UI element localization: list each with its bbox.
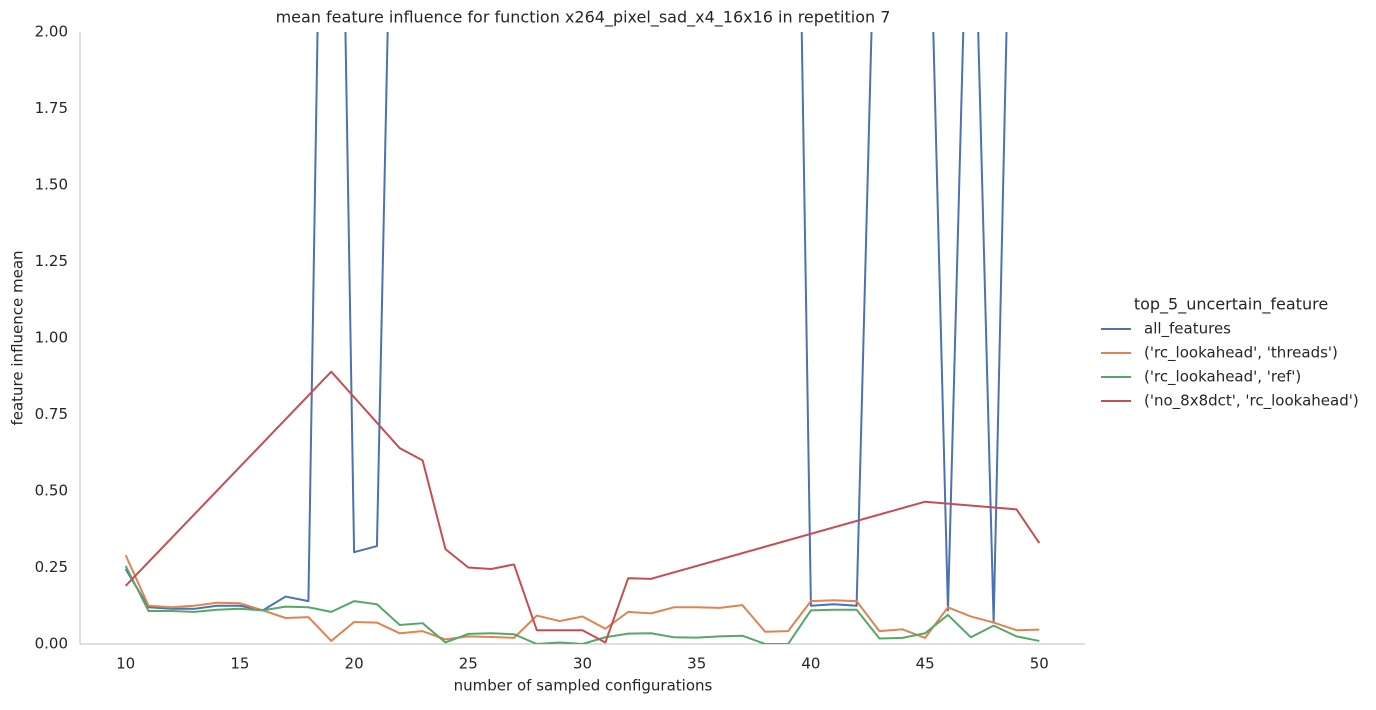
y-tick-label: 0.00 (35, 635, 68, 653)
y-tick-label: 2.00 (35, 23, 68, 41)
legend-label: ('no_8x8dct', 'rc_lookahead') (1144, 392, 1359, 411)
x-axis-label: number of sampled configurations (454, 677, 713, 695)
series-line (124, 370, 1041, 644)
y-axis-label: feature influence mean (9, 250, 27, 425)
plot-area (124, 32, 1041, 644)
x-tick-label: 40 (801, 655, 820, 673)
y-tick-label: 0.75 (35, 405, 68, 423)
x-tick-label: 35 (687, 655, 706, 673)
legend-title: top_5_uncertain_feature (1134, 295, 1328, 315)
legend-label: ('rc_lookahead', 'threads') (1144, 344, 1338, 363)
x-tick-label: 20 (345, 655, 364, 673)
y-tick-label: 1.50 (35, 176, 68, 194)
legend-label: all_features (1144, 320, 1231, 339)
x-tick-label: 25 (459, 655, 478, 673)
x-tick-label: 30 (573, 655, 592, 673)
y-tick-label: 1.75 (35, 99, 68, 117)
x-tick-label: 10 (116, 655, 135, 673)
legend-label: ('rc_lookahead', 'ref') (1144, 368, 1301, 387)
x-tick-label: 15 (230, 655, 249, 673)
series-line (124, 554, 1040, 642)
y-tick-label: 0.25 (35, 558, 68, 576)
series-line (124, 32, 1008, 624)
chart-title: mean feature influence for function x264… (276, 8, 891, 28)
series-line (124, 565, 1040, 644)
y-tick-label: 1.25 (35, 252, 68, 270)
x-tick-label: 45 (916, 655, 935, 673)
x-tick-label: 50 (1030, 655, 1049, 673)
y-tick-label: 1.00 (35, 329, 68, 347)
y-tick-label: 0.50 (35, 482, 68, 500)
